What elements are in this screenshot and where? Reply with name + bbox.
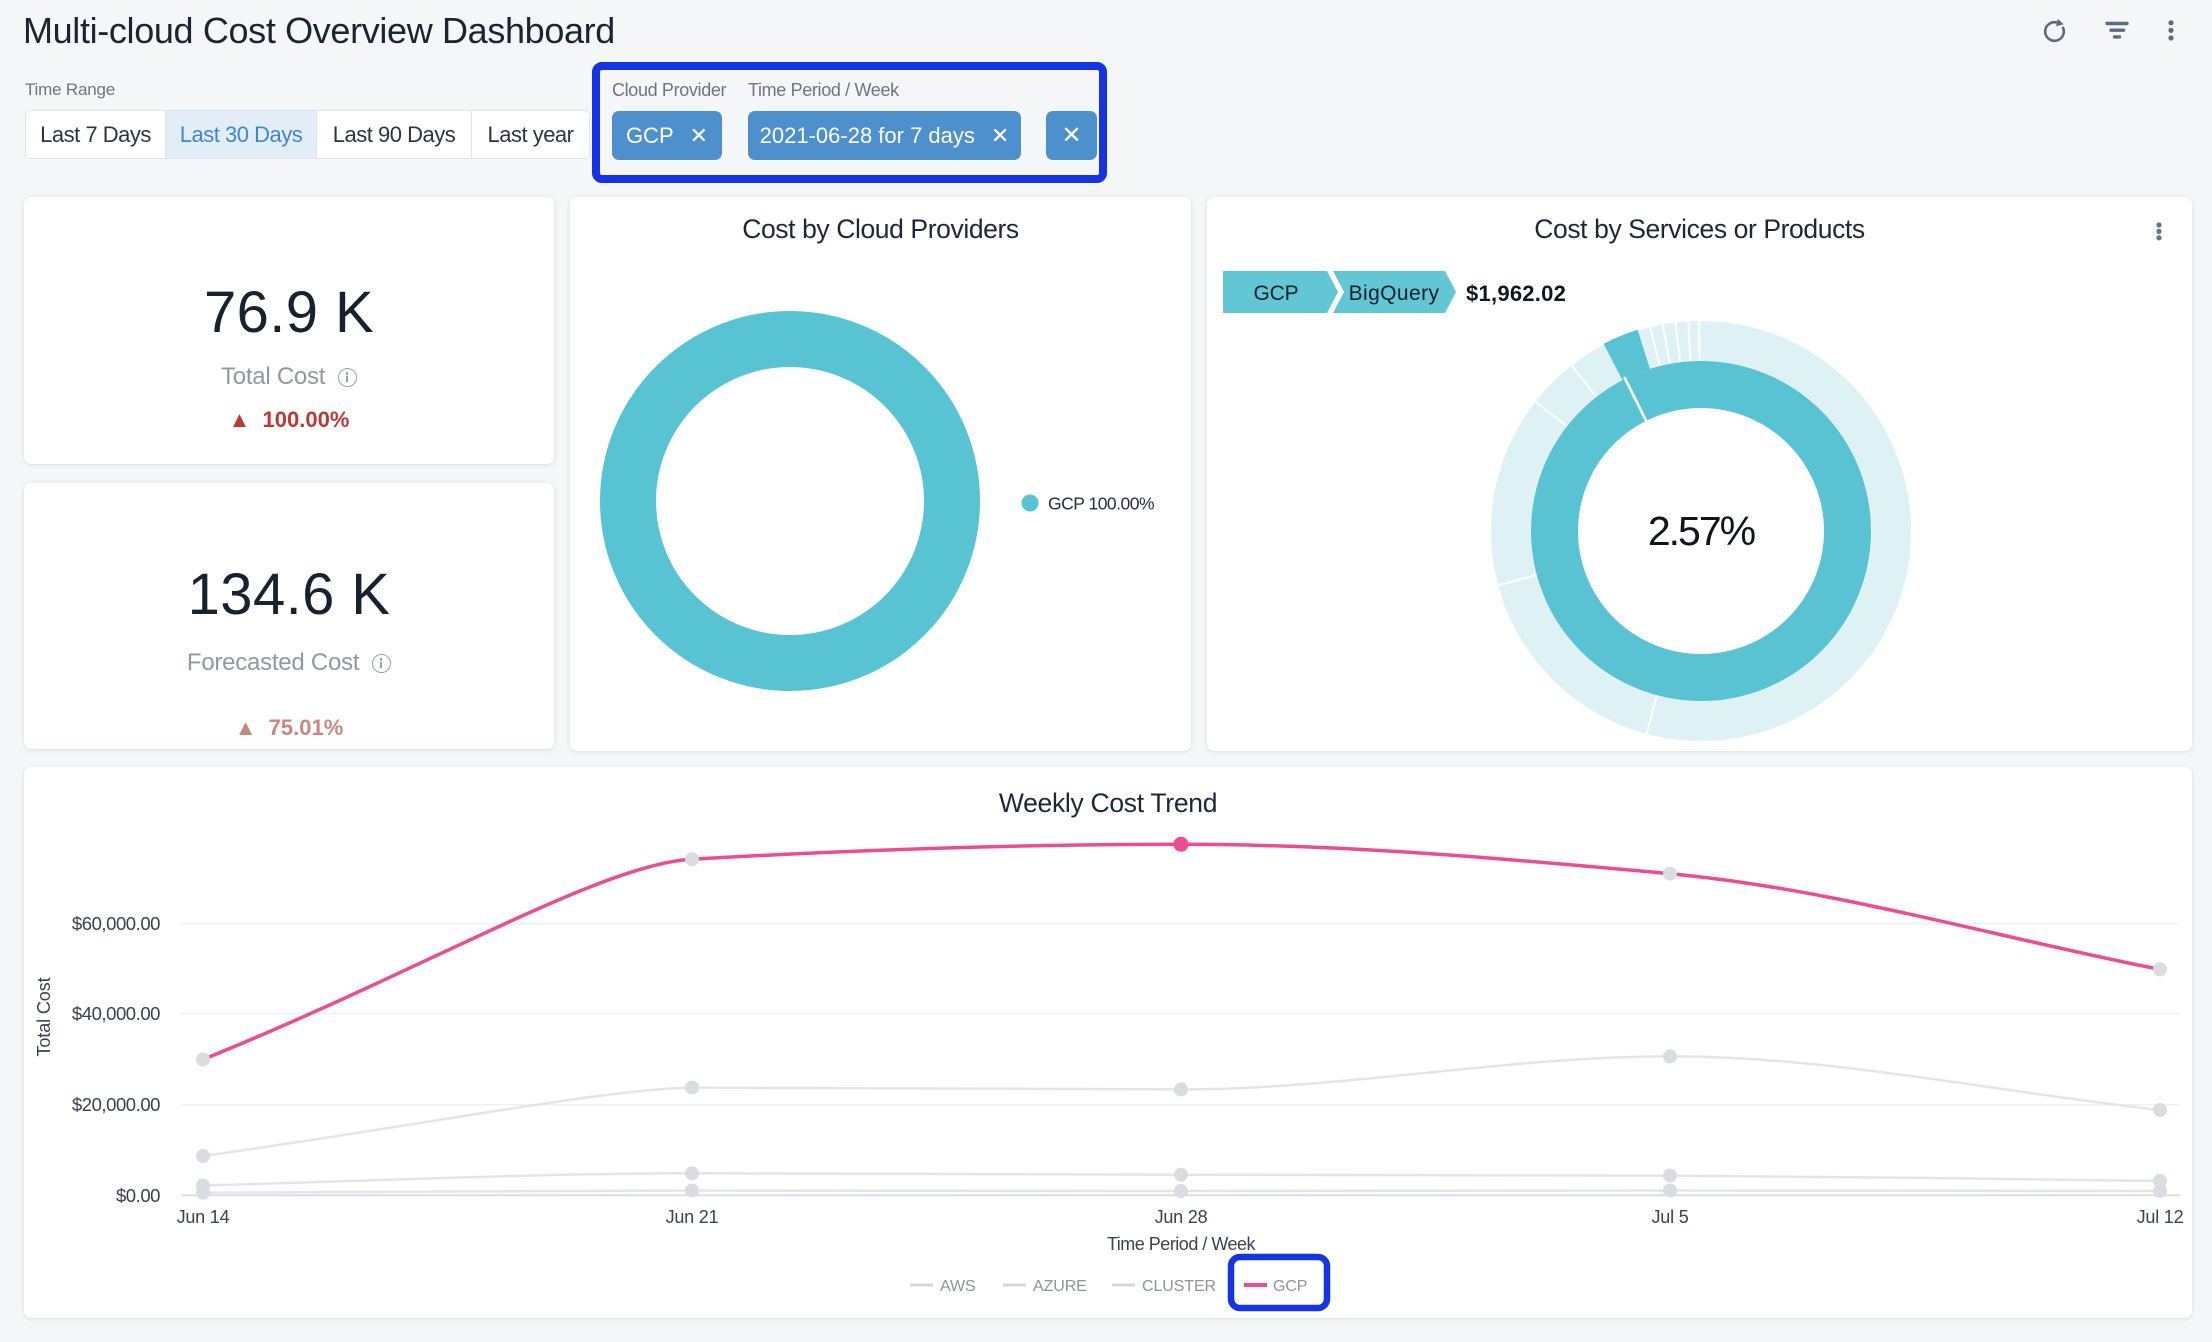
svg-text:GCP: GCP [1273, 1278, 1307, 1295]
svg-text:GCP 100.00%: GCP 100.00% [1048, 494, 1154, 514]
svg-text:Total Cost: Total Cost [34, 977, 54, 1056]
svg-text:$20,000.00: $20,000.00 [72, 1094, 160, 1115]
svg-text:AZURE: AZURE [1033, 1278, 1087, 1295]
svg-text:$0.00: $0.00 [116, 1185, 160, 1206]
svg-text:Jul 12: Jul 12 [2137, 1207, 2184, 1227]
svg-text:Time Period / Week: Time Period / Week [1107, 1234, 1257, 1254]
svg-text:2.57%: 2.57% [1648, 508, 1755, 554]
svg-text:Jun 21: Jun 21 [666, 1207, 719, 1227]
svg-text:Jun 28: Jun 28 [1155, 1207, 1208, 1227]
svg-text:Jul 5: Jul 5 [1651, 1207, 1688, 1227]
svg-text:AWS: AWS [940, 1278, 976, 1295]
svg-text:$40,000.00: $40,000.00 [72, 1003, 160, 1024]
svg-text:Jun 14: Jun 14 [177, 1207, 230, 1227]
svg-text:CLUSTER: CLUSTER [1142, 1278, 1216, 1295]
svg-text:$1,962.02: $1,962.02 [1466, 281, 1566, 306]
svg-text:BigQuery: BigQuery [1349, 282, 1440, 305]
svg-text:$60,000.00: $60,000.00 [72, 913, 160, 934]
svg-text:GCP: GCP [1254, 282, 1299, 305]
